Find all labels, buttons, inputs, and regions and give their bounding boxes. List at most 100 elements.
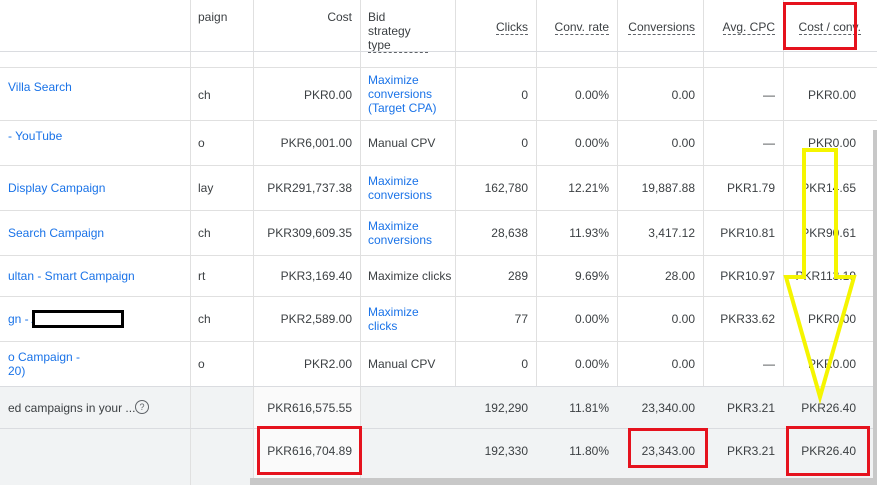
column-divider bbox=[783, 0, 784, 485]
bid-strategy-text: Manual CPV bbox=[368, 136, 436, 150]
vertical-scrollbar[interactable] bbox=[873, 130, 877, 485]
conv-rate-value: 9.69% bbox=[574, 269, 609, 283]
clicks-value: 162,780 bbox=[484, 181, 528, 195]
column-divider bbox=[536, 0, 537, 485]
cost-value: PKR6,001.00 bbox=[280, 136, 352, 150]
campaign-type: o bbox=[198, 357, 205, 371]
campaign-type: ch bbox=[198, 226, 211, 240]
cost-value: PKR2,589.00 bbox=[280, 312, 352, 326]
header-conversions-label: Conversions bbox=[628, 20, 695, 35]
conversions-value: 0.00 bbox=[671, 357, 695, 371]
column-divider bbox=[190, 386, 191, 485]
header-avg-cpc-label: Avg. CPC bbox=[722, 20, 775, 35]
row-divider bbox=[0, 255, 877, 256]
conv-rate-value: 0.00% bbox=[574, 136, 609, 150]
campaign-type: lay bbox=[198, 181, 214, 195]
clicks-value: 0 bbox=[521, 136, 528, 150]
campaign-name-link[interactable]: o Campaign - 20) bbox=[8, 350, 81, 378]
total-filtered-avg-cpc: PKR3.21 bbox=[726, 401, 775, 415]
conversions-value: 0.00 bbox=[671, 88, 695, 102]
header-cost[interactable]: Cost bbox=[327, 10, 352, 24]
header-campaign-type[interactable]: paign bbox=[198, 10, 228, 24]
header-conversions[interactable]: Conversions bbox=[617, 0, 703, 52]
header-clicks[interactable]: Clicks bbox=[455, 0, 536, 52]
cost-per-conv-value: PKR0.00 bbox=[807, 136, 856, 150]
column-divider bbox=[617, 0, 618, 485]
conversions-value: 28.00 bbox=[664, 269, 695, 283]
cost-per-conv-value: PKR0.00 bbox=[807, 357, 856, 371]
column-divider bbox=[703, 0, 704, 485]
header-clicks-label: Clicks bbox=[496, 20, 528, 35]
cost-value: PKR291,737.38 bbox=[267, 181, 352, 195]
campaign-name-link[interactable]: ultan - Smart Campaign bbox=[8, 269, 135, 283]
redaction-inner bbox=[35, 313, 121, 325]
clicks-value: 0 bbox=[521, 357, 528, 371]
avg-cpc-value: — bbox=[763, 357, 775, 371]
column-divider bbox=[455, 0, 456, 485]
bid-strategy-link[interactable]: Maximize clicks bbox=[368, 305, 419, 333]
bid-strategy-link[interactable]: Maximize conversions bbox=[368, 174, 433, 202]
column-divider bbox=[360, 0, 361, 485]
clicks-value: 28,638 bbox=[491, 226, 528, 240]
bid-strategy-link[interactable]: Maximize conversions (Target CPA) bbox=[368, 73, 437, 115]
avg-cpc-value: PKR10.97 bbox=[720, 269, 775, 283]
total-filtered-conv-rate: 11.81% bbox=[569, 401, 609, 415]
header-divider bbox=[0, 51, 877, 52]
header-conv-rate[interactable]: Conv. rate bbox=[536, 0, 617, 52]
cost-per-conv-value: PKR90.61 bbox=[801, 226, 856, 240]
total-account-cost-per-conv: PKR26.40 bbox=[801, 444, 856, 458]
header-avg-cpc[interactable]: Avg. CPC bbox=[703, 0, 783, 52]
clicks-value: 0 bbox=[521, 88, 528, 102]
highlight-box-total-cost bbox=[257, 426, 362, 475]
campaign-name-link[interactable]: Display Campaign bbox=[8, 181, 106, 195]
row-divider bbox=[0, 341, 877, 342]
column-divider bbox=[190, 0, 191, 485]
totals-cost-cell-bg bbox=[253, 386, 360, 485]
conv-rate-value: 11.93% bbox=[569, 226, 609, 240]
campaign-name-link[interactable]: Villa Search bbox=[8, 80, 72, 94]
help-icon[interactable]: ? bbox=[135, 400, 149, 414]
campaign-type: rt bbox=[198, 269, 206, 283]
cost-per-conv-value: PKR113.19 bbox=[795, 269, 857, 283]
total-filtered-clicks: 192,290 bbox=[484, 401, 528, 415]
arrow-down-icon bbox=[783, 148, 857, 405]
header-conv-rate-label: Conv. rate bbox=[554, 20, 609, 35]
total-filtered-conversions: 23,340.00 bbox=[641, 401, 695, 415]
row-divider bbox=[0, 165, 877, 166]
row-divider bbox=[0, 67, 877, 68]
total-filtered-cost-per-conv: PKR26.40 bbox=[801, 401, 856, 415]
totals-divider bbox=[0, 428, 877, 429]
conversions-value: 0.00 bbox=[671, 136, 695, 150]
conv-rate-value: 0.00% bbox=[574, 312, 609, 326]
bid-strategy-link[interactable]: Maximize conversions bbox=[368, 219, 433, 247]
conversions-value: 19,887.88 bbox=[641, 181, 695, 195]
total-account-conv-rate: 11.80% bbox=[569, 444, 609, 458]
row-divider bbox=[0, 210, 877, 211]
avg-cpc-value: — bbox=[763, 88, 775, 102]
total-account-avg-cpc: PKR3.21 bbox=[726, 444, 775, 458]
cost-value: PKR309,609.35 bbox=[267, 226, 352, 240]
header-cost-per-conv[interactable]: Cost / conv. bbox=[783, 0, 877, 52]
bid-strategy-text: Manual CPV bbox=[368, 357, 436, 371]
redaction-block bbox=[32, 310, 124, 328]
campaign-name-link[interactable]: Search Campaign bbox=[8, 226, 105, 240]
cost-value: PKR2.00 bbox=[303, 357, 352, 371]
conversions-value: 0.00 bbox=[671, 312, 695, 326]
campaign-type: ch bbox=[198, 88, 211, 102]
totals-divider bbox=[0, 386, 877, 387]
cost-per-conv-value: PKR0.00 bbox=[807, 88, 856, 102]
campaign-name-link[interactable]: gn - A bbox=[8, 312, 40, 326]
total-account-clicks: 192,330 bbox=[484, 444, 528, 458]
horizontal-scrollbar[interactable] bbox=[250, 478, 877, 485]
header-bid-strategy-label: Bid strategy type bbox=[368, 10, 428, 53]
total-account-cost: PKR616,704.89 bbox=[267, 444, 352, 458]
campaign-type: ch bbox=[198, 312, 211, 326]
avg-cpc-value: PKR10.81 bbox=[720, 226, 775, 240]
campaign-name-link[interactable]: - YouTube bbox=[8, 129, 63, 143]
column-divider bbox=[253, 386, 254, 485]
header-bid-strategy-type[interactable]: Bid strategy type bbox=[360, 0, 455, 53]
cost-value: PKR0.00 bbox=[303, 88, 352, 102]
total-account-conversions: 23,343.00 bbox=[641, 444, 695, 458]
header-cost-per-conv-label: Cost / conv. bbox=[798, 20, 861, 35]
avg-cpc-value: PKR33.62 bbox=[720, 312, 775, 326]
